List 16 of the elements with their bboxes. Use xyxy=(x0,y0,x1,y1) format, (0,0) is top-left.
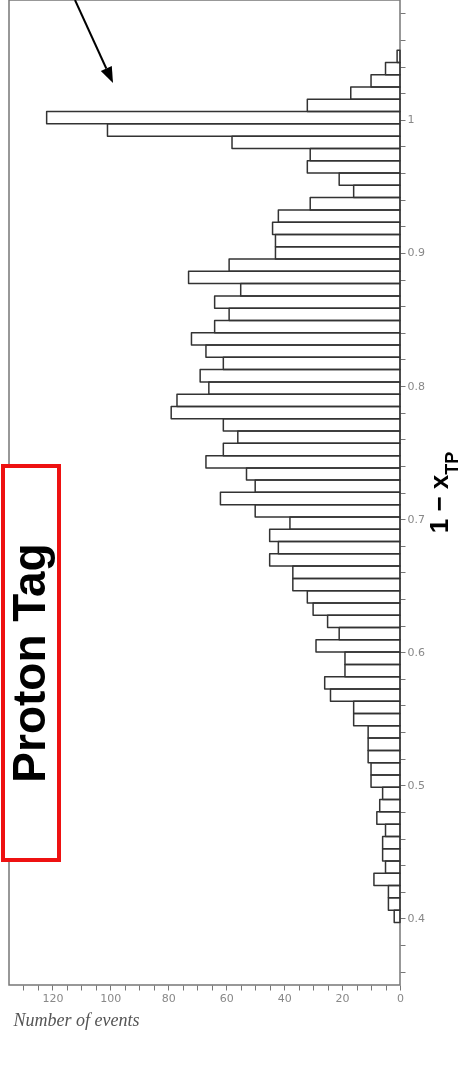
y-tick-label: 0.6 xyxy=(407,645,425,659)
y-tick-label: 0.9 xyxy=(407,246,425,260)
y-tick-label: 0.8 xyxy=(407,379,425,393)
x-axis-title: Number of events xyxy=(12,1009,140,1030)
y-tick-label: 0.4 xyxy=(407,911,425,925)
y-tick-label: 0.5 xyxy=(407,778,425,792)
x-tick-label: 20 xyxy=(335,991,350,1005)
x-tick-label: 80 xyxy=(161,991,176,1005)
y-tick-label: 0.7 xyxy=(407,512,425,526)
annotation: Proton Tag xyxy=(3,543,55,783)
x-tick-label: 120 xyxy=(42,991,64,1005)
x-tick-label: 100 xyxy=(100,991,122,1005)
x-tick-label: 40 xyxy=(277,991,292,1005)
x-tick-label: 60 xyxy=(219,991,234,1005)
x-tick-label: 0 xyxy=(397,991,404,1005)
y-tick-label: 1 xyxy=(407,113,415,127)
